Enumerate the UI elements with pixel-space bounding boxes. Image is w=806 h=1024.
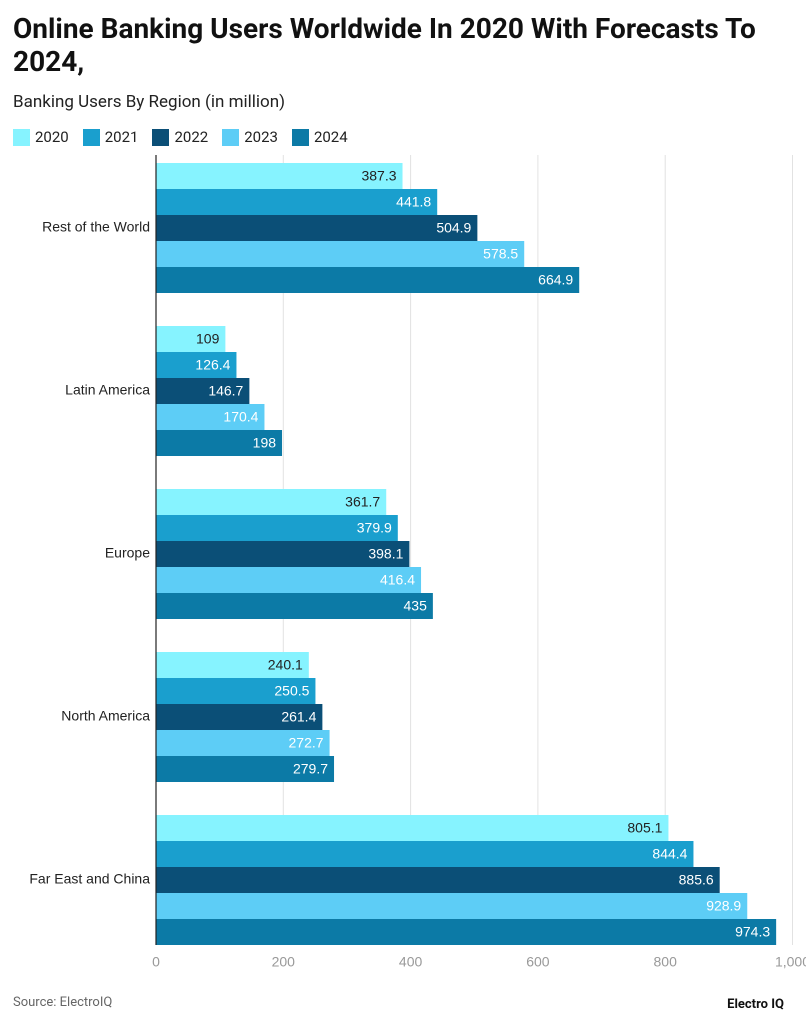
bar [156, 841, 694, 867]
value-label: 974.3 [735, 924, 770, 940]
bar [156, 652, 309, 678]
value-label: 664.9 [538, 272, 573, 288]
x-tick-label: 0 [152, 954, 160, 970]
value-label: 279.7 [293, 761, 328, 777]
bar [156, 730, 330, 756]
x-tick-label: 400 [399, 954, 423, 970]
legend-label: 2022 [174, 128, 209, 146]
bar [156, 378, 250, 404]
value-label: 416.4 [380, 572, 415, 588]
legend-swatch [13, 128, 30, 146]
chart-subtitle: Banking Users By Region (in million) [13, 92, 286, 112]
x-tick-label: 800 [654, 954, 678, 970]
bar [156, 352, 237, 378]
value-label: 578.5 [483, 246, 518, 262]
value-label: 504.9 [436, 220, 471, 236]
value-label: 198 [253, 435, 277, 451]
y-tick-label: Rest of the World [42, 219, 150, 235]
value-label: 240.1 [268, 657, 303, 673]
bar [156, 678, 316, 704]
legend-item: 2023 [222, 128, 278, 146]
value-label: 250.5 [274, 683, 309, 699]
legend-swatch [152, 128, 170, 146]
bar [156, 756, 335, 782]
bar [156, 919, 777, 945]
legend-label: 2024 [313, 128, 348, 146]
bar [156, 430, 283, 456]
legend-swatch [222, 128, 240, 146]
bar [156, 867, 720, 893]
y-tick-label: Latin America [65, 382, 150, 398]
legend-item: 2020 [13, 128, 69, 146]
brand: Electro IQ [727, 997, 784, 1012]
bar [156, 815, 669, 841]
legend-item: 2022 [152, 128, 208, 146]
value-label: 885.6 [679, 872, 714, 888]
bar [156, 541, 410, 567]
x-tick-label: 200 [272, 954, 296, 970]
value-label: 805.1 [627, 820, 662, 836]
bar [156, 267, 580, 293]
bar [156, 567, 422, 593]
bar [156, 189, 438, 215]
value-label: 109 [196, 331, 220, 347]
value-label: 146.7 [208, 383, 243, 399]
bar [156, 515, 398, 541]
legend-label: 2023 [244, 128, 278, 146]
x-tick-label: 600 [526, 954, 550, 970]
legend-label: 2020 [35, 128, 69, 146]
bar [156, 404, 265, 430]
value-label: 844.4 [652, 846, 687, 862]
y-tick-label: Europe [105, 545, 150, 561]
source: Source: ElectroIQ [13, 995, 113, 1010]
value-label: 928.9 [706, 898, 741, 914]
bar [156, 241, 525, 267]
value-label: 398.1 [368, 546, 403, 562]
value-label: 435 [404, 598, 428, 614]
bar [156, 593, 433, 619]
value-label: 272.7 [289, 735, 324, 751]
legend-swatch [82, 128, 100, 146]
legend-item: 2021 [82, 128, 139, 146]
legend-swatch [291, 128, 309, 146]
value-label: 379.9 [357, 520, 392, 536]
value-label: 361.7 [345, 494, 380, 510]
value-label: 441.8 [396, 194, 431, 210]
chart-title: Online Banking Users Worldwide In 2020 W… [13, 12, 756, 78]
y-tick-label: North America [61, 708, 150, 724]
y-tick-label: Far East and China [29, 871, 150, 887]
bar [156, 163, 403, 189]
legend-label: 2021 [104, 128, 139, 146]
legend: 2020 2021 2022 2023 2024 [13, 128, 348, 146]
bar [156, 704, 323, 730]
x-tick-label: 1,000 [775, 954, 806, 970]
value-label: 261.4 [281, 709, 316, 725]
bar [156, 215, 478, 241]
bar [156, 893, 748, 919]
value-label: 170.4 [223, 409, 258, 425]
bar [156, 489, 387, 515]
legend-item: 2024 [291, 128, 348, 146]
value-label: 387.3 [361, 168, 396, 184]
value-label: 126.4 [195, 357, 230, 373]
bar [156, 326, 226, 352]
